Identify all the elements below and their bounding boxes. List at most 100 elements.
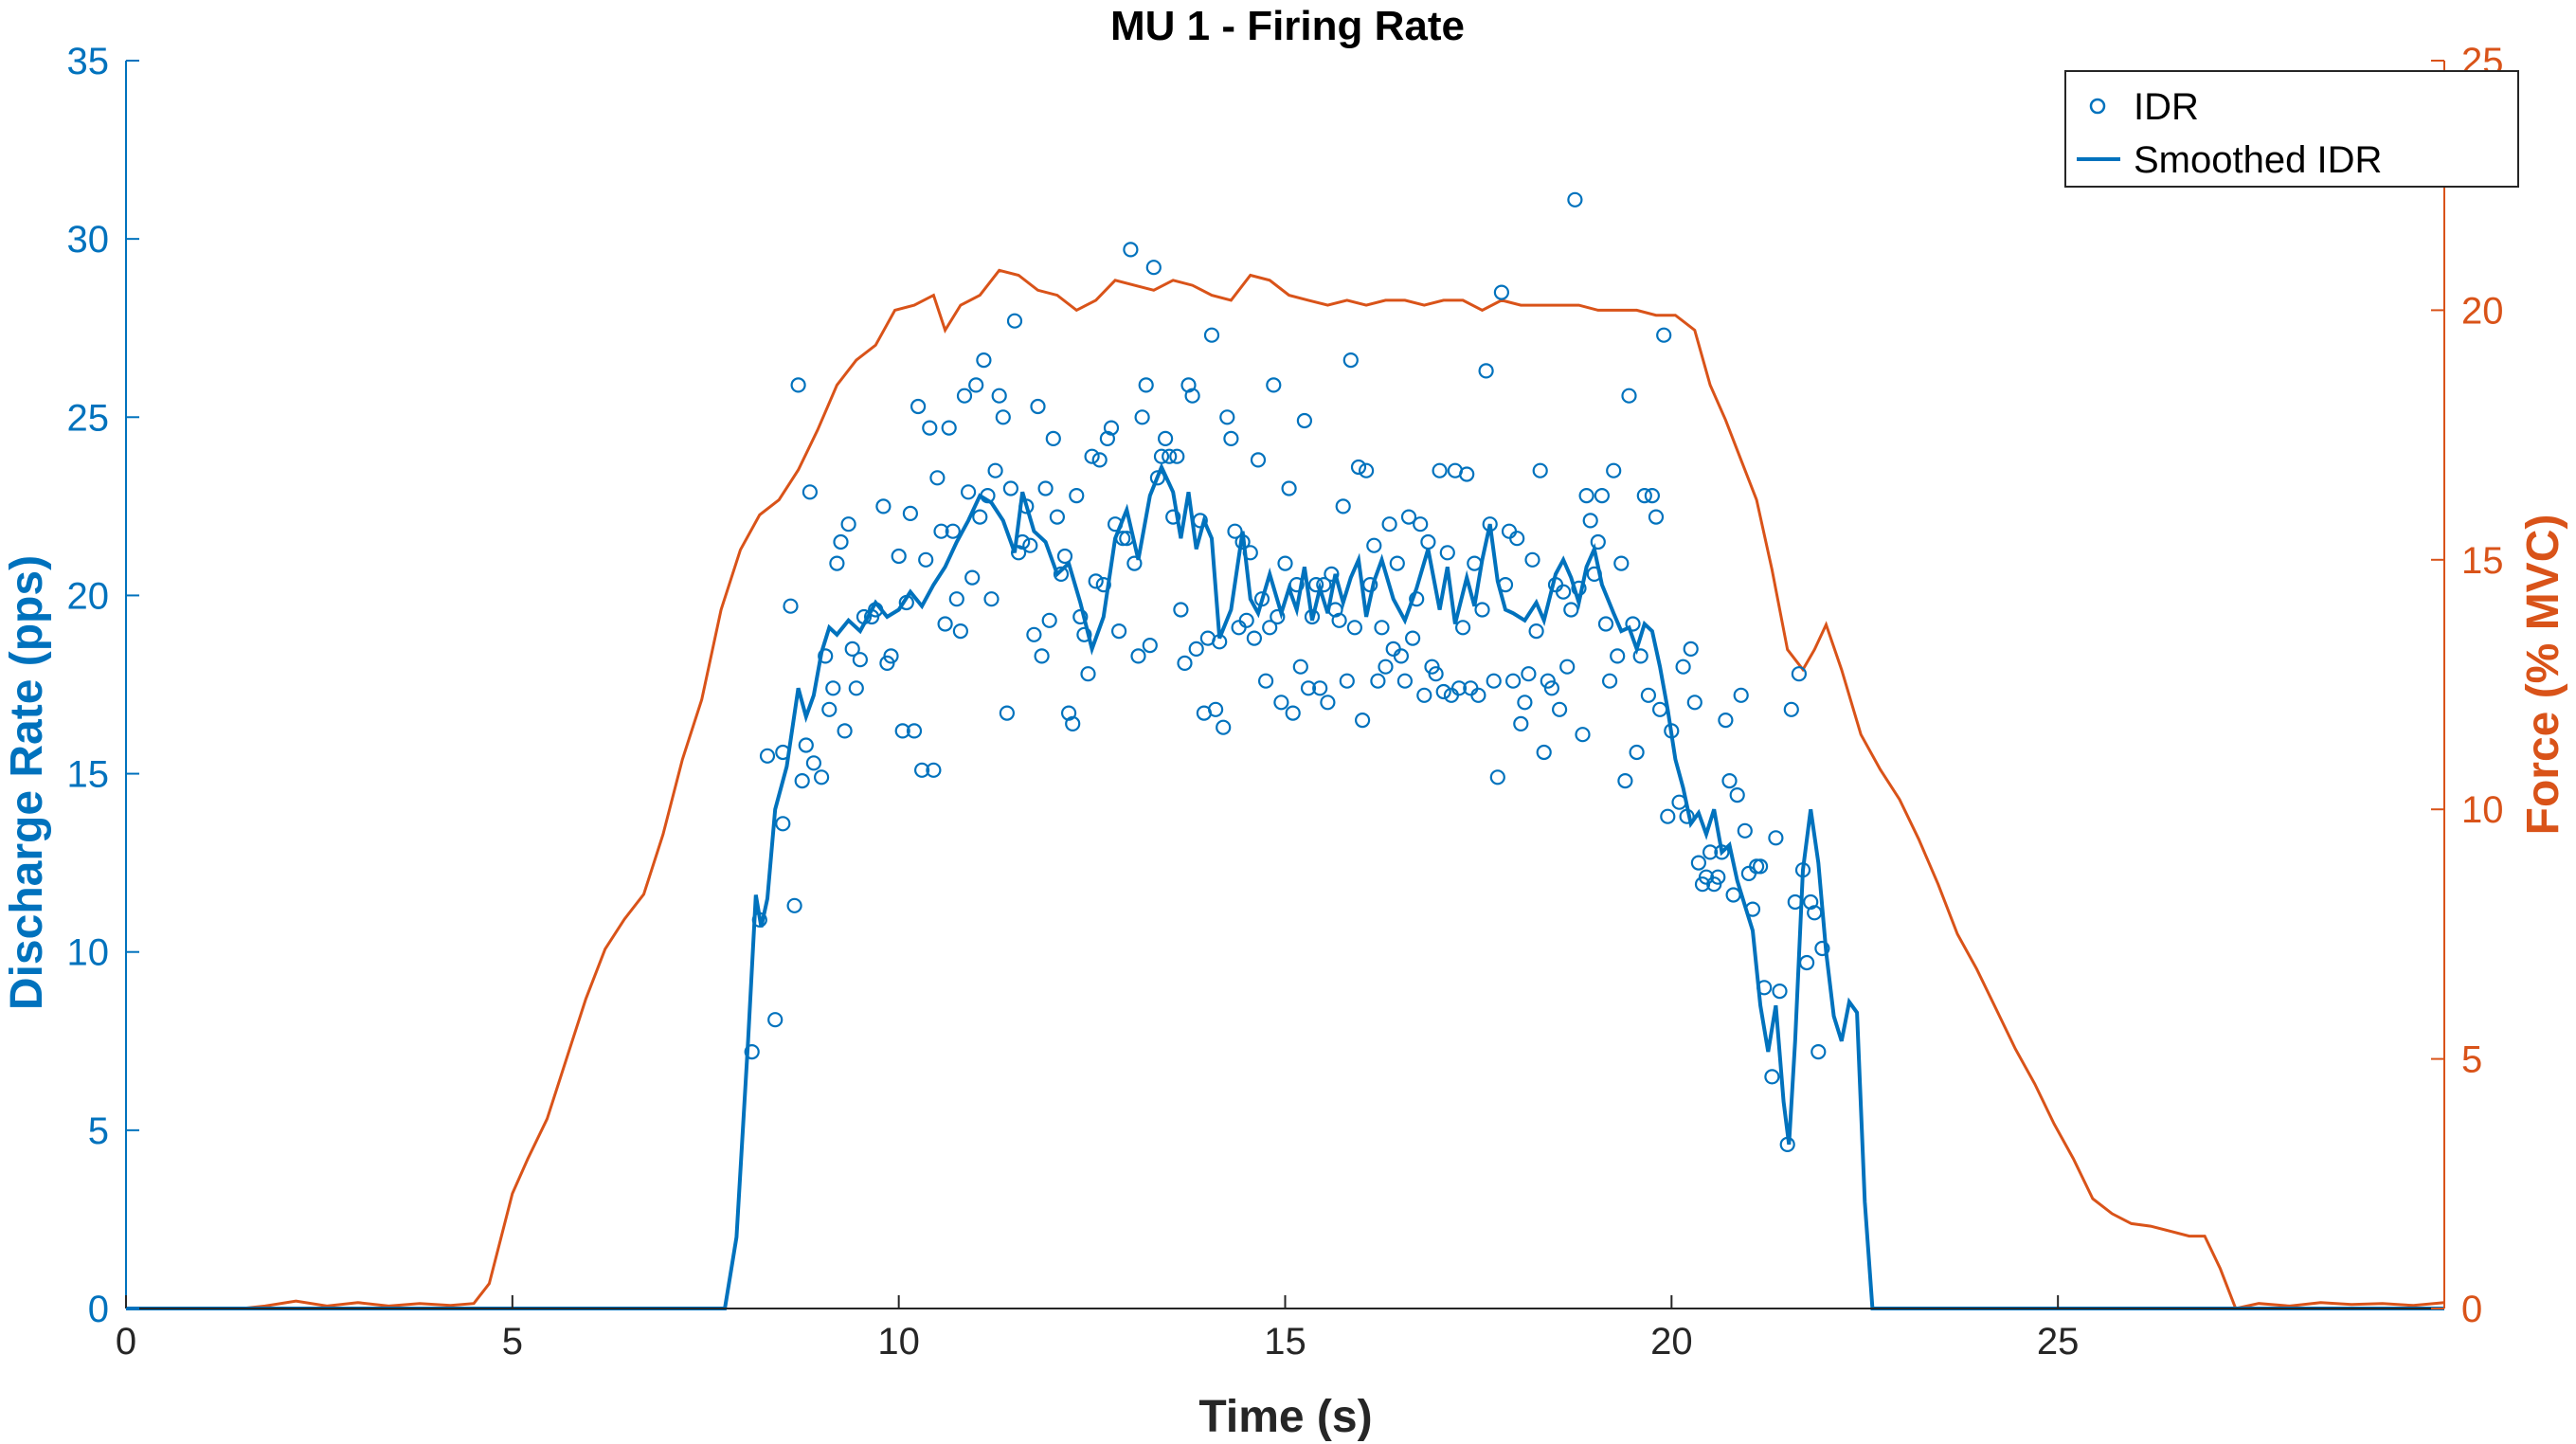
idr-point	[1482, 516, 1498, 532]
idr-point	[945, 523, 961, 539]
idr-point	[926, 762, 942, 778]
idr-point	[1439, 545, 1455, 561]
idr-point	[968, 377, 984, 393]
idr-point	[1288, 576, 1305, 593]
idr-point	[821, 701, 838, 717]
idr-point	[1656, 327, 1672, 343]
legend: IDR Smoothed IDR	[2064, 70, 2519, 188]
idr-point	[1621, 388, 1637, 404]
idr-point	[1177, 655, 1193, 672]
idr-point	[952, 623, 969, 640]
x-tick-label: 25	[2037, 1321, 2080, 1363]
idr-point	[1432, 462, 1448, 478]
idr-point	[1459, 466, 1475, 482]
idr-point	[775, 816, 791, 832]
idr-point	[1625, 616, 1641, 632]
idr-point	[1227, 523, 1243, 539]
idr-point	[1018, 498, 1035, 514]
idr-point	[829, 555, 845, 571]
y-right-tick-label: 5	[2461, 1039, 2482, 1081]
idr-point	[1586, 566, 1602, 583]
x-tick-label: 15	[1264, 1321, 1306, 1363]
idr-point	[1474, 602, 1490, 618]
idr-point	[805, 755, 822, 771]
x-axis-title: Time (s)	[1198, 1392, 1372, 1442]
idr-point	[1714, 844, 1730, 860]
idr-point	[1002, 480, 1019, 496]
idr-point	[1335, 498, 1351, 514]
idr-point	[840, 516, 856, 532]
legend-smoothed-idr-label: Smoothed IDR	[2134, 139, 2382, 181]
idr-point	[1126, 555, 1143, 571]
idr-point	[891, 548, 907, 565]
idr-point	[1571, 580, 1587, 597]
idr-point	[894, 723, 910, 739]
idr-point	[1686, 695, 1702, 711]
idr-point	[1718, 712, 1734, 729]
idr-point	[1030, 398, 1046, 415]
idr-point	[1270, 608, 1286, 625]
idr-point	[1497, 576, 1514, 593]
idr-point	[813, 769, 830, 785]
idr-point	[1292, 659, 1308, 675]
idr-point	[1088, 573, 1104, 589]
idr-point	[1478, 363, 1494, 379]
idr-point	[833, 533, 849, 551]
idr-point	[1022, 537, 1038, 553]
idr-point	[1250, 452, 1267, 468]
idr-point	[790, 377, 806, 393]
idr-point	[1725, 887, 1741, 903]
idr-point	[1772, 983, 1788, 1000]
idr-point	[906, 723, 923, 739]
idr-point	[1257, 673, 1274, 689]
y-left-tick-label: 25	[67, 397, 110, 439]
idr-point	[1559, 659, 1576, 675]
idr-point	[1393, 648, 1410, 664]
idr-points	[744, 191, 1830, 1153]
idr-point	[1374, 620, 1390, 636]
idr-point	[1578, 487, 1594, 504]
idr-point	[1037, 480, 1054, 496]
idr-point	[956, 388, 973, 404]
idr-point	[868, 602, 884, 618]
idr-point	[1629, 744, 1645, 761]
idr-point	[1069, 487, 1085, 504]
idr-point	[1169, 448, 1185, 464]
idr-point	[964, 569, 981, 586]
idr-point	[1768, 830, 1784, 846]
idr-point	[1613, 555, 1630, 571]
idr-point	[1679, 808, 1695, 824]
idr-point	[1737, 822, 1753, 839]
idr-point	[1683, 641, 1699, 658]
idr-point	[976, 352, 992, 369]
idr-point	[1798, 954, 1815, 971]
idr-point	[1428, 666, 1444, 682]
idr-point	[910, 398, 927, 415]
idr-point	[1339, 673, 1355, 689]
idr-point	[1203, 327, 1220, 343]
idr-point	[1702, 844, 1719, 860]
idr-point	[1095, 576, 1111, 593]
x-tick-label: 10	[877, 1321, 920, 1363]
idr-point	[1454, 620, 1471, 636]
idr-point	[1416, 687, 1432, 703]
idr-point	[1733, 687, 1749, 703]
idr-point	[1540, 673, 1556, 689]
idr-point	[1173, 602, 1189, 618]
idr-point	[1281, 480, 1297, 496]
idr-point	[1404, 630, 1421, 646]
y-left-tick-label: 20	[67, 575, 110, 617]
idr-point	[1119, 531, 1135, 547]
idr-point	[1285, 705, 1301, 721]
idr-point	[1312, 680, 1328, 696]
x-tick-label: 0	[116, 1321, 136, 1363]
idr-point	[1606, 462, 1622, 478]
idr-point	[856, 608, 873, 625]
idr-point	[1142, 637, 1158, 654]
idr-point	[883, 648, 899, 664]
idr-point	[1165, 509, 1181, 525]
idr-point	[852, 652, 869, 668]
idr-point	[1814, 940, 1830, 957]
idr-point	[1354, 712, 1371, 729]
idr-point	[1563, 602, 1579, 618]
